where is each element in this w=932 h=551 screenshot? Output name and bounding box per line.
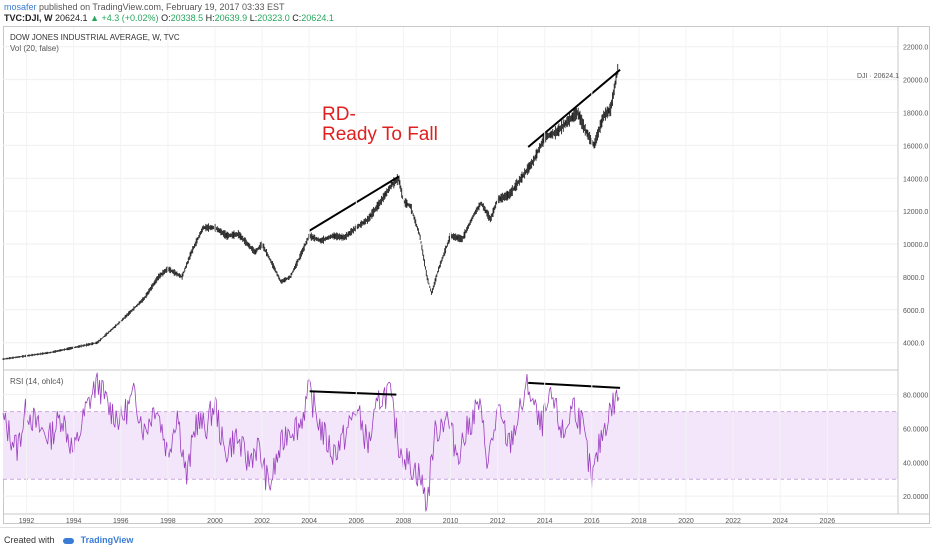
time-tick-label: 1998 [160,518,176,525]
price-tick-label: 22000.0 [903,45,928,52]
symbol-label[interactable]: TVC:DJI, W [4,13,53,23]
close-label: C: [292,13,302,23]
rsi-axis[interactable]: 20.0000 40.0000 60.0000 80.0000 [903,393,928,501]
last-price: 20624.1 [55,13,88,23]
chart-header: mosafer published on TradingView.com, Fe… [0,0,932,26]
time-tick-label: 2012 [490,518,506,525]
rsi-tick-label: 80.0000 [903,393,928,400]
price-tick-label: 12000.0 [903,209,928,216]
rsi-trendline[interactable] [528,381,621,389]
time-tick-label: 2020 [678,518,694,525]
rsi-tick-label: 40.0000 [903,460,928,467]
price-trendline[interactable] [527,68,621,148]
rsi-tick-label: 20.0000 [903,494,928,501]
time-axis[interactable]: 1992 1994 1996 1998 2000 2002 2004 2006 2008 2010… [19,27,835,525]
time-tick-label: 2014 [537,518,553,525]
price-tick-label: 8000.0 [903,275,925,282]
time-tick-label: 2024 [772,518,788,525]
publish-line: mosafer published on TradingView.com, Fe… [4,2,285,12]
annotation-line-2[interactable]: Ready To Fall [322,124,438,145]
low-label: L: [249,13,258,23]
tradingview-logo[interactable]: TradingView [80,535,134,545]
rsi-legend: RSI (14, ohlc4) [10,377,64,386]
price-tick-label: 18000.0 [903,111,928,118]
time-tick-label: 2018 [631,518,647,525]
time-tick-label: 2016 [584,518,600,525]
publish-info: published on TradingView.com, February 1… [39,2,285,12]
time-tick-label: 2002 [254,518,270,525]
price-candles [2,63,619,360]
price-tick-label: 20000.0 [903,78,928,85]
price-tick-label: 4000.0 [903,341,925,348]
price-tick-label: 14000.0 [903,176,928,183]
time-tick-label: 2026 [820,518,836,525]
change-value: +4.3 (+0.02%) [101,13,159,23]
time-tick-label: 2010 [443,518,459,525]
time-tick-label: 1996 [113,518,129,525]
low-value: 20323.0 [257,13,290,23]
author-link[interactable]: mosafer [4,2,37,12]
price-tick-label: 10000.0 [903,242,928,249]
price-trendline[interactable] [308,175,400,232]
price-tick-label: 6000.0 [903,308,925,315]
time-tick-label: 2006 [349,518,365,525]
annotation-line-1[interactable]: RD- [322,104,356,125]
time-tick-label: 2000 [207,518,223,525]
chart-title: DOW JONES INDUSTRIAL AVERAGE, W, TVC [10,33,180,42]
rsi-tick-label: 60.0000 [903,426,928,433]
price-axis[interactable]: 4000.0 6000.0 8000.0 10000.0 12000.0 14000.0 1… [903,45,928,348]
high-value: 20639.9 [214,13,248,23]
up-arrow-icon: ▲ [90,13,99,23]
ohlc-line: TVC:DJI, W 20624.1 ▲ +4.3 (+0.02%) O:203… [4,13,334,23]
high-label: H: [205,13,215,23]
created-label: Created with [4,535,55,545]
rsi-line [2,372,620,512]
last-price-tag: DJI · 20624.1 [857,73,899,80]
open-label: O: [161,13,171,23]
chart-canvas[interactable]: 4000.0 6000.0 8000.0 10000.0 12000.0 14000.0 1… [0,0,932,527]
volume-legend: Vol (20, false) [10,44,59,53]
price-tick-label: 16000.0 [903,143,928,150]
created-with-text: Created with TradingView [4,535,133,545]
rsi-series [2,372,620,512]
footer: Created with TradingView [0,527,932,551]
rsi-trendline[interactable] [309,390,397,396]
chart-frame[interactable] [3,26,930,524]
time-tick-label: 1992 [19,518,35,525]
open-value: 20338.5 [170,13,204,23]
cloud-icon [63,537,75,544]
time-tick-label: 1994 [66,518,82,525]
time-tick-label: 2008 [396,518,412,525]
close-value: 20624.1 [301,13,334,23]
time-tick-label: 2004 [301,518,317,525]
time-tick-label: 2022 [725,518,741,525]
trendlines[interactable] [308,68,621,396]
